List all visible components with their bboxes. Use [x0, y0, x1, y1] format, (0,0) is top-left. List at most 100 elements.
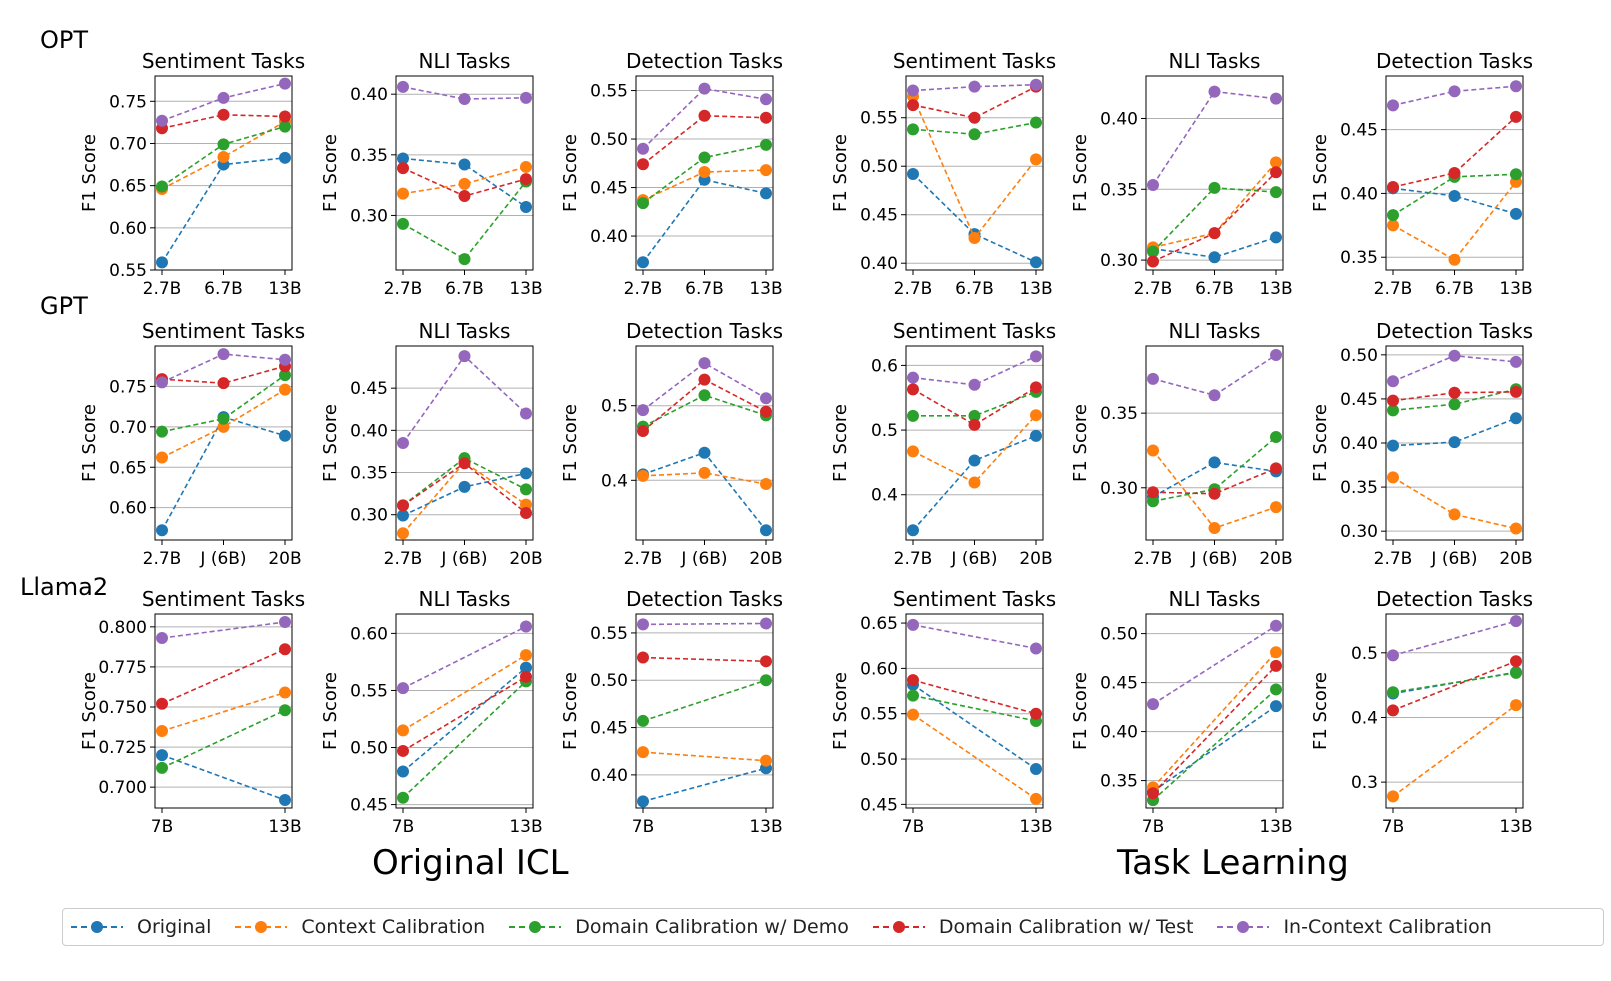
y-tick-label: 0.40 — [1100, 723, 1138, 743]
data-point-domain-calibration-w-test — [1030, 707, 1042, 720]
panel-title: Sentiment Tasks — [893, 49, 1056, 73]
panel-title: Detection Tasks — [626, 587, 783, 611]
data-point-context-calibration — [397, 187, 409, 200]
data-point-context-calibration — [1270, 501, 1282, 514]
plot-frame — [1145, 613, 1284, 809]
x-tick-label: 13B — [1019, 817, 1052, 837]
x-tick-label: 13B — [1259, 279, 1292, 299]
data-point-in-context-calibration — [968, 80, 981, 93]
y-tick-label: 0.55 — [109, 261, 147, 281]
plot-frame — [1145, 75, 1284, 271]
x-tick-label: 2.7B — [624, 279, 663, 299]
chart-panel-opt-task-learning-nli-tasks: 0.30 0.35 0.40 2.7B 6.7B 13B NLI Tasks F1 Score — [1070, 49, 1293, 299]
series-line-domain-calibration-w-test — [1152, 665, 1277, 794]
data-point-original — [1510, 412, 1522, 425]
x-tick-label: 2.7B — [894, 279, 933, 299]
data-point-domain-calibration-w-test — [397, 162, 409, 175]
data-point-context-calibration — [279, 686, 291, 699]
x-tick-label: 2.7B — [1374, 549, 1413, 569]
data-point-original — [1448, 189, 1461, 202]
series-line-domain-calibration-w-test — [642, 656, 767, 663]
y-tick-label: 0.700 — [98, 778, 147, 798]
series-line-in-context-calibration — [1152, 90, 1277, 186]
y-tick-label: 0.35 — [1340, 248, 1378, 268]
data-point-original — [637, 795, 649, 808]
data-point-context-calibration — [397, 724, 409, 737]
series-line-context-calibration — [1392, 181, 1517, 261]
x-tick-label: 2.7B — [384, 279, 423, 299]
plot-frame — [905, 613, 1044, 809]
y-axis-label: F1 Score — [830, 134, 851, 212]
series-line-original — [912, 173, 1037, 263]
data-point-domain-calibration-w-test — [1510, 385, 1522, 398]
panel-title: Detection Tasks — [1376, 49, 1533, 73]
x-tick-label: 13B — [268, 279, 301, 299]
y-tick-label: 0.35 — [1340, 478, 1378, 498]
data-point-original — [458, 158, 471, 171]
x-tick-label: 20B — [509, 549, 542, 569]
y-tick-label: 0.30 — [1100, 251, 1138, 271]
series-line-original — [912, 684, 1037, 770]
y-tick-label: 0.75 — [109, 377, 147, 397]
data-point-domain-calibration-w-demo — [1387, 404, 1399, 417]
chart-panel-opt-original-icl-nli-tasks: 0.30 0.35 0.40 2.7B 6.7B 13B NLI Tasks F1 Score — [320, 49, 543, 299]
chart-panel-opt-original-icl-detection-tasks: 0.40 0.45 0.50 0.55 2.7B 6.7B 13B Detection Tas… — [560, 49, 783, 299]
chart-panel-llama2-task-learning-detection-tasks: 0.3 0.4 0.5 7B 13B Detection Tasks F1 Score — [1310, 587, 1533, 837]
plot-frame — [154, 345, 293, 541]
group-label-original-icl: Original ICL — [372, 843, 569, 883]
data-point-domain-calibration-w-test — [1387, 394, 1399, 407]
y-tick-label: 0.35 — [350, 464, 388, 484]
data-point-domain-calibration-w-demo — [907, 689, 919, 702]
data-point-original — [279, 151, 291, 164]
data-point-domain-calibration-w-demo — [397, 217, 409, 230]
data-point-in-context-calibration — [156, 632, 168, 645]
data-point-domain-calibration-w-test — [1510, 110, 1522, 123]
data-point-domain-calibration-w-demo — [1448, 398, 1461, 411]
series-line-original — [161, 416, 286, 531]
data-point-original — [520, 467, 532, 480]
series-line-domain-calibration-w-demo — [642, 394, 767, 428]
data-point-context-calibration — [1030, 409, 1042, 422]
data-point-context-calibration — [279, 383, 291, 396]
data-point-domain-calibration-w-demo — [968, 128, 981, 141]
series-line-domain-calibration-w-test — [912, 85, 1037, 119]
x-tick-label: 2.7B — [624, 549, 663, 569]
panel-title: NLI Tasks — [1169, 319, 1261, 343]
data-point-domain-calibration-w-demo — [637, 714, 649, 727]
y-tick-label: 0.75 — [109, 92, 147, 112]
data-point-domain-calibration-w-test — [907, 674, 919, 687]
data-point-context-calibration — [458, 177, 471, 190]
data-point-domain-calibration-w-test — [637, 158, 649, 171]
data-point-original — [637, 256, 649, 269]
y-tick-label: 0.45 — [590, 179, 628, 199]
x-tick-label: 6.7B — [1435, 279, 1474, 299]
data-point-domain-calibration-w-test — [637, 651, 649, 664]
data-point-domain-calibration-w-demo — [1510, 168, 1522, 181]
x-tick-label: 2.7B — [1134, 279, 1173, 299]
series-line-domain-calibration-w-demo — [161, 709, 286, 769]
data-point-context-calibration — [760, 164, 772, 177]
data-point-context-calibration — [968, 476, 981, 489]
chart-panel-llama2-original-icl-sentiment-tasks: 0.700 0.725 0.750 0.775 0.800 7B 13B Sentiment … — [79, 587, 305, 837]
data-point-original — [760, 524, 772, 537]
x-tick-label: 7B — [902, 817, 924, 837]
legend-label: Domain Calibration w/ Test — [938, 916, 1194, 938]
chart-panel-gpt-original-icl-sentiment-tasks: 0.60 0.65 0.70 0.75 2.7B J (6B) 20B Sentiment T… — [79, 319, 305, 569]
data-point-domain-calibration-w-test — [279, 643, 291, 656]
series-line-in-context-calibration — [402, 86, 527, 100]
y-axis-label: F1 Score — [560, 404, 581, 482]
series-line-domain-calibration-w-demo — [1392, 388, 1517, 412]
y-axis-label: F1 Score — [830, 672, 851, 750]
legend-label: Domain Calibration w/ Demo — [575, 916, 849, 938]
y-tick-label: 0.35 — [1100, 404, 1138, 424]
data-point-original — [156, 524, 168, 537]
y-axis-label: F1 Score — [320, 672, 341, 750]
y-tick-label: 0.55 — [590, 624, 628, 644]
y-tick-label: 0.40 — [860, 254, 898, 274]
data-point-original — [1208, 456, 1221, 469]
data-point-original — [1030, 763, 1042, 776]
series-line-domain-calibration-w-demo — [1152, 436, 1277, 502]
data-point-original — [458, 480, 471, 493]
data-point-original — [156, 749, 168, 762]
series-line-original — [161, 157, 286, 263]
